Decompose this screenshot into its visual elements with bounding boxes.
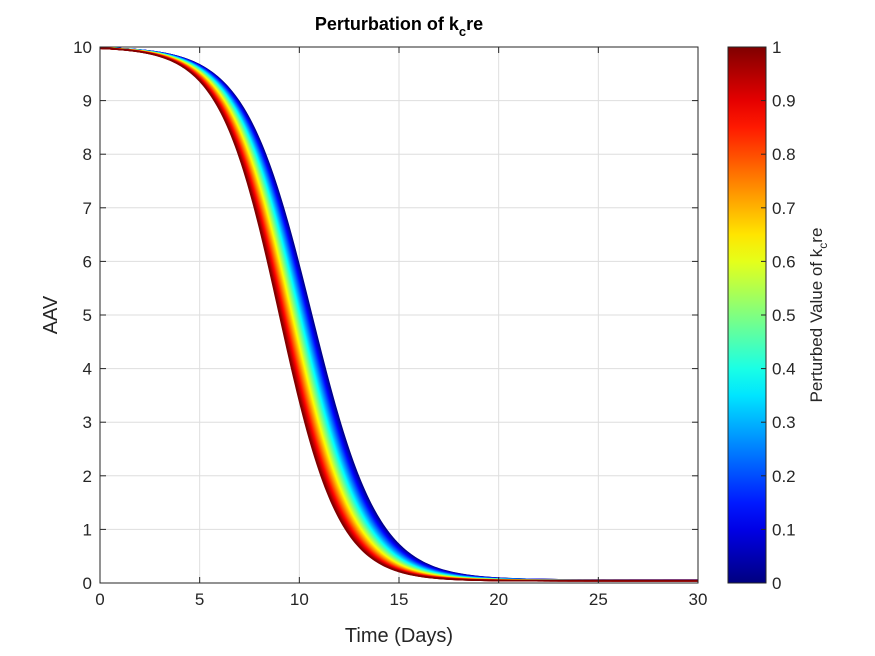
y-tick-label: 2 <box>83 467 92 486</box>
y-tick-label: 9 <box>83 92 92 111</box>
x-tick-label: 25 <box>589 590 608 609</box>
y-axis: 0 1 2 3 4 5 6 7 8 9 10 <box>73 38 698 593</box>
y-tick-label: 0 <box>83 574 92 593</box>
x-axis-label: Time (Days) <box>345 625 453 647</box>
x-tick-label: 5 <box>195 590 204 609</box>
chart-title: Perturbation of kcre <box>315 14 483 39</box>
y-tick-label: 8 <box>83 145 92 164</box>
colorbar-tick-label: 0.2 <box>772 467 796 486</box>
colorbar-label: Perturbed Value of kcre <box>807 228 830 403</box>
colorbar <box>727 46 767 584</box>
y-tick-label: 1 <box>83 520 92 539</box>
colorbar-tick-label: 0.9 <box>772 92 796 111</box>
y-tick-label: 6 <box>83 252 92 271</box>
y-tick-label: 10 <box>73 38 92 57</box>
x-tick-label: 20 <box>489 590 508 609</box>
x-axis: 0 5 10 15 20 25 30 <box>95 47 707 609</box>
x-tick-label: 30 <box>689 590 708 609</box>
y-tick-label: 7 <box>83 199 92 218</box>
colorbar-tick-label: 0.1 <box>772 520 796 539</box>
colorbar-tick-label: 0.3 <box>772 413 796 432</box>
y-axis-label: AAV <box>40 295 62 334</box>
colorbar-ticks: 0 0.1 0.2 0.3 0.4 0.5 0.6 0.7 0.8 0.9 1 <box>761 38 796 593</box>
x-tick-label: 0 <box>95 590 104 609</box>
x-tick-label: 10 <box>290 590 309 609</box>
y-tick-label: 5 <box>83 306 92 325</box>
colorbar-tick-label: 0.7 <box>772 199 796 218</box>
colorbar-tick-label: 0.5 <box>772 306 796 325</box>
y-tick-label: 3 <box>83 413 92 432</box>
colorbar-tick-label: 0.8 <box>772 145 796 164</box>
y-tick-label: 4 <box>83 360 92 379</box>
colorbar-tick-label: 0.6 <box>772 252 796 271</box>
colorbar-tick-label: 0 <box>772 574 781 593</box>
colorbar-tick-label: 1 <box>772 38 781 57</box>
colorbar-tick-label: 0.4 <box>772 360 796 379</box>
x-tick-label: 15 <box>390 590 409 609</box>
